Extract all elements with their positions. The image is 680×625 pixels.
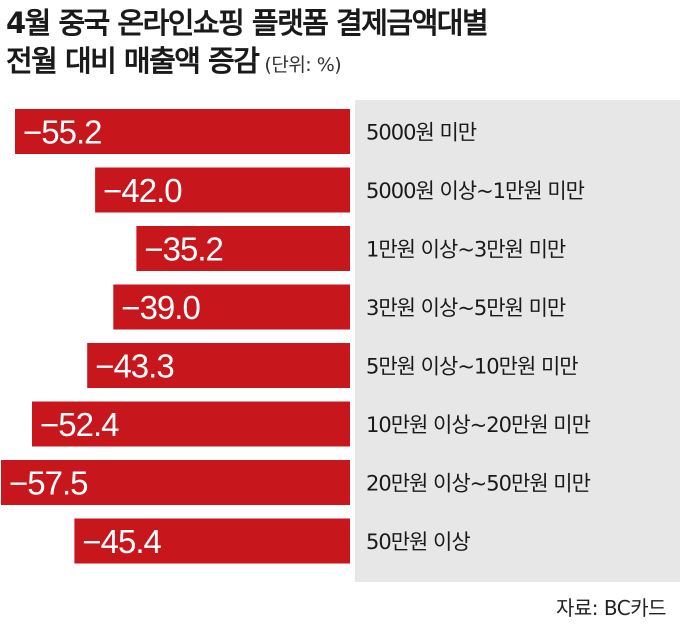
value-label-2: −35.2 (144, 231, 223, 268)
title-line-1: 4월 중국 온라인쇼핑 플랫폼 결제금액대별 (6, 6, 489, 40)
category-label-4: 5만원 이상~10만원 미만 (366, 355, 578, 379)
category-label-0: 5000원 미만 (366, 121, 477, 145)
category-label-3: 3만원 이상~5만원 미만 (366, 296, 566, 320)
category-label-6: 20만원 이상~50만원 미만 (366, 472, 591, 496)
value-label-4: −43.3 (95, 348, 174, 385)
value-label-6: −57.5 (9, 465, 88, 502)
category-label-7: 50만원 이상 (366, 530, 470, 554)
value-label-5: −52.4 (40, 406, 119, 443)
bar-7 (74, 518, 351, 564)
unit-label: (단위: %) (264, 54, 342, 76)
chart-title: 4월 중국 온라인쇼핑 플랫폼 결제금액대별 전월 대비 매출액 증감 (단위: … (6, 4, 674, 84)
bar-2 (136, 226, 350, 271)
bar-6 (1, 460, 350, 505)
title-line-2: 전월 대비 매출액 증감 (단위: %) (6, 42, 674, 84)
source-label: 자료: BC카드 (555, 596, 667, 620)
title-line-2-text: 전월 대비 매출액 증감 (6, 44, 260, 78)
value-label-7: −45.4 (82, 523, 161, 560)
value-label-3: −39.0 (121, 289, 200, 326)
category-label-5: 10만원 이상~20만원 미만 (366, 413, 591, 437)
bar-1 (95, 167, 350, 213)
category-panel (355, 100, 680, 582)
value-label-0: −55.2 (23, 114, 102, 151)
bar-0 (15, 109, 350, 154)
bar-4 (87, 343, 350, 388)
category-label-1: 5000원 이상~1만원 미만 (366, 179, 585, 203)
bar-5 (32, 401, 350, 447)
bar-chart: −55.2 5000원 미만 −42.0 5000원 이상~1만원 미만 −35.2 1만… (1, 109, 592, 564)
category-label-2: 1만원 이상~3만원 미만 (366, 238, 566, 262)
bar-3 (113, 284, 350, 330)
value-label-1: −42.0 (103, 172, 182, 209)
